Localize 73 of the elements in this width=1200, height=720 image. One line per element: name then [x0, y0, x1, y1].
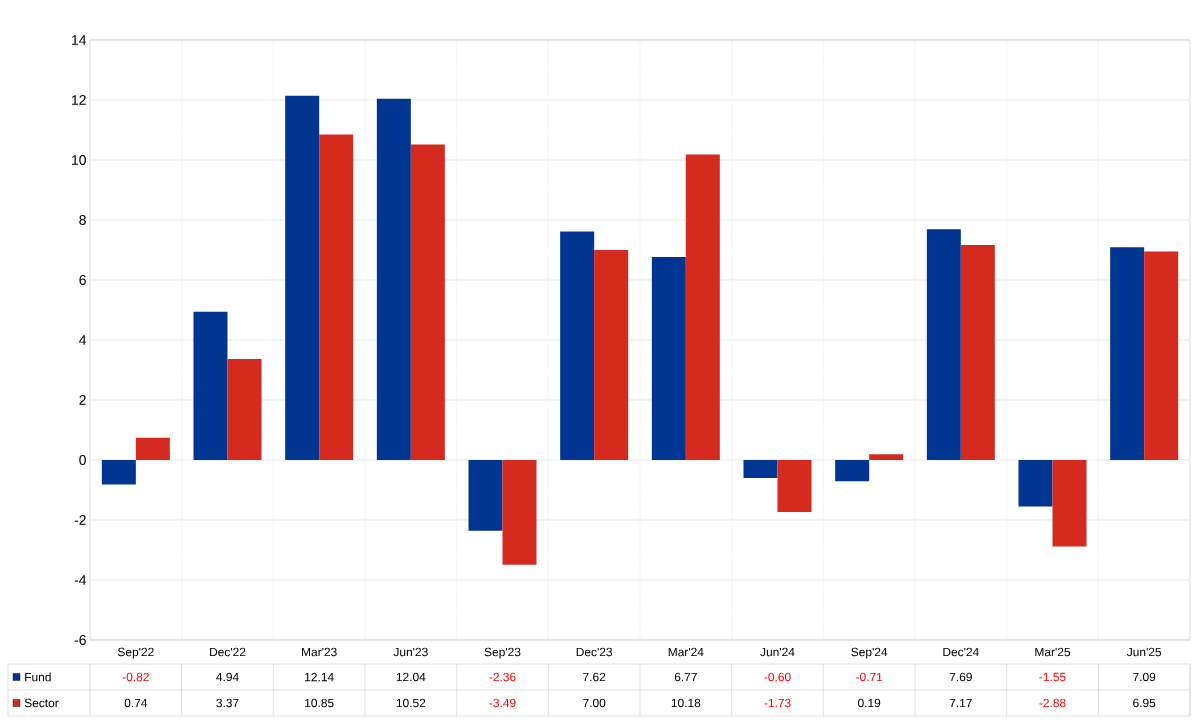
bar [1110, 247, 1145, 460]
bar [594, 249, 629, 460]
bar [651, 256, 686, 460]
bar [777, 459, 812, 512]
y-tick-label: 10 [72, 155, 86, 165]
x-tick-label: Jun'25 [1126, 647, 1162, 657]
bar [743, 459, 778, 478]
bar [193, 311, 228, 460]
bar [960, 244, 995, 460]
x-tick-label: Jun'24 [760, 647, 795, 657]
bar [227, 358, 262, 460]
data-label: 10.18 [671, 698, 701, 708]
y-tick-label: 12 [72, 95, 86, 105]
x-tick-label: Mar'23 [302, 647, 337, 657]
y-tick-label: 8 [79, 215, 86, 225]
bar [560, 231, 595, 460]
y-tick-label: 14 [72, 35, 87, 45]
x-tick-label: Dec'24 [943, 647, 979, 657]
data-label: 7.09 [1133, 672, 1156, 682]
bar [1018, 459, 1053, 507]
y-tick-label: 6 [79, 275, 86, 285]
bar [410, 144, 445, 460]
data-label: -0.60 [764, 672, 791, 682]
x-tick-label: Dec'23 [576, 647, 613, 657]
data-label: -0.71 [856, 672, 883, 682]
data-label: 12.14 [305, 672, 334, 682]
y-tick-label: 4 [79, 335, 87, 345]
bar [869, 454, 904, 460]
data-label: 7.69 [949, 672, 972, 682]
bar [285, 95, 320, 460]
data-label: 6.95 [1133, 698, 1156, 708]
bar [468, 459, 503, 531]
data-label: -1.73 [764, 698, 791, 708]
x-tick-label: Jun'23 [393, 647, 428, 657]
y-tick-label: -4 [74, 575, 87, 585]
data-label: -2.88 [1039, 698, 1066, 708]
x-tick-label: Sep'23 [484, 647, 521, 659]
data-label: 4.94 [216, 672, 239, 682]
x-tick-label: Sep'24 [851, 647, 888, 659]
bar [376, 98, 411, 460]
bar [502, 459, 537, 565]
legend-label: Fund [25, 672, 51, 682]
y-tick-label: 0 [79, 455, 86, 465]
data-label: 0.19 [858, 698, 881, 708]
x-tick-label: Mar'25 [1035, 647, 1071, 657]
data-label: 3.37 [216, 698, 239, 708]
bar [926, 229, 961, 460]
data-label: 0.74 [124, 698, 148, 708]
data-label: -3.49 [489, 698, 516, 708]
y-tick-label: -2 [74, 515, 86, 525]
bar [835, 459, 870, 482]
x-tick-label: Mar'24 [668, 647, 704, 657]
data-label: -0.82 [122, 672, 149, 682]
data-label: 10.85 [305, 698, 334, 708]
data-label: 7.17 [949, 698, 972, 708]
bar [101, 459, 136, 485]
data-label: 6.77 [674, 672, 697, 682]
bar [135, 437, 170, 460]
bar [685, 154, 720, 460]
y-tick-label: -6 [74, 635, 86, 645]
data-label: 7.00 [583, 698, 606, 708]
legend-label: Sector [24, 698, 59, 708]
bar [1052, 459, 1087, 547]
data-label: 10.52 [396, 698, 426, 708]
y-tick-label: 2 [79, 395, 86, 405]
data-label: 12.04 [396, 672, 426, 682]
bar [319, 134, 354, 460]
bar [1144, 251, 1179, 460]
data-label: -1.55 [1039, 672, 1066, 682]
x-tick-label: Dec'22 [210, 647, 246, 657]
data-label: 7.62 [583, 672, 606, 682]
x-tick-label: Sep'22 [117, 647, 154, 659]
data-label: -2.36 [489, 672, 516, 682]
